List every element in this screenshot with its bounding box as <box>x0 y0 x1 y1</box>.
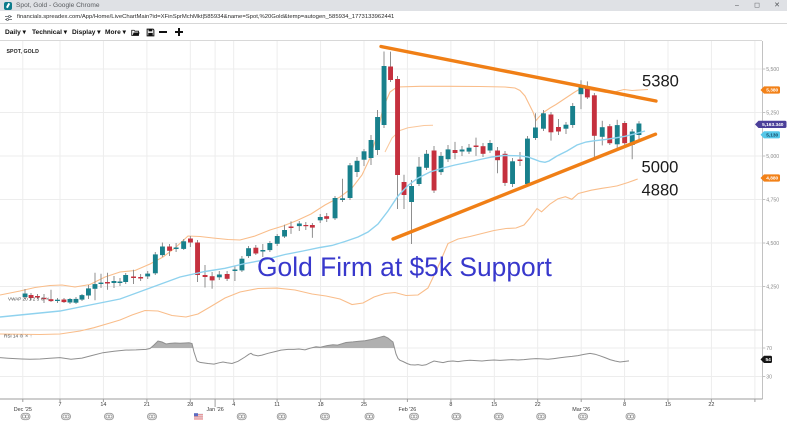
svg-text:30: 30 <box>766 375 772 381</box>
svg-text:21: 21 <box>144 402 150 408</box>
svg-text:5,163.340: 5,163.340 <box>762 122 784 128</box>
svg-text:4,750: 4,750 <box>766 198 779 204</box>
svg-text:5,130: 5,130 <box>766 133 778 139</box>
svg-text:5000: 5000 <box>642 158 679 177</box>
svg-text:70: 70 <box>766 346 772 352</box>
svg-text:8: 8 <box>623 402 626 408</box>
svg-text:22: 22 <box>535 402 541 408</box>
svg-text:4,880: 4,880 <box>766 176 778 182</box>
svg-text:Dec '25: Dec '25 <box>14 407 32 413</box>
svg-text:5,250: 5,250 <box>766 111 779 117</box>
svg-text:4: 4 <box>232 402 235 408</box>
svg-text:5,380: 5,380 <box>766 88 778 94</box>
svg-text:Gold Firm at $5k Support: Gold Firm at $5k Support <box>257 252 552 282</box>
svg-text:15: 15 <box>665 402 671 408</box>
svg-text:28: 28 <box>187 402 193 408</box>
svg-text:4,250: 4,250 <box>766 285 779 291</box>
svg-text:Jan '26: Jan '26 <box>206 407 223 413</box>
svg-text:5,000: 5,000 <box>766 154 779 160</box>
svg-text:18: 18 <box>318 402 324 408</box>
svg-text:RSI 14 ⚙ ✕ ↑: RSI 14 ⚙ ✕ ↑ <box>4 334 32 339</box>
svg-text:25: 25 <box>361 402 367 408</box>
svg-text:8: 8 <box>449 402 452 408</box>
svg-text:Feb '26: Feb '26 <box>398 407 416 413</box>
svg-text:7: 7 <box>59 402 62 408</box>
svg-text:VWAP 20 1 2 3 ⚙ ✕: VWAP 20 1 2 3 ⚙ ✕ <box>8 297 50 302</box>
svg-text:14: 14 <box>100 402 106 408</box>
svg-text:4880: 4880 <box>642 181 679 200</box>
svg-text:5380: 5380 <box>642 72 679 91</box>
svg-text:22: 22 <box>708 402 714 408</box>
svg-text:4,500: 4,500 <box>766 241 779 247</box>
svg-text:11: 11 <box>274 402 280 408</box>
svg-text:SPOT, GOLD: SPOT, GOLD <box>7 49 40 55</box>
svg-text:Mar '26: Mar '26 <box>572 407 590 413</box>
svg-text:15: 15 <box>491 402 497 408</box>
svg-text:5,500: 5,500 <box>766 67 779 73</box>
svg-text:54: 54 <box>766 357 772 363</box>
